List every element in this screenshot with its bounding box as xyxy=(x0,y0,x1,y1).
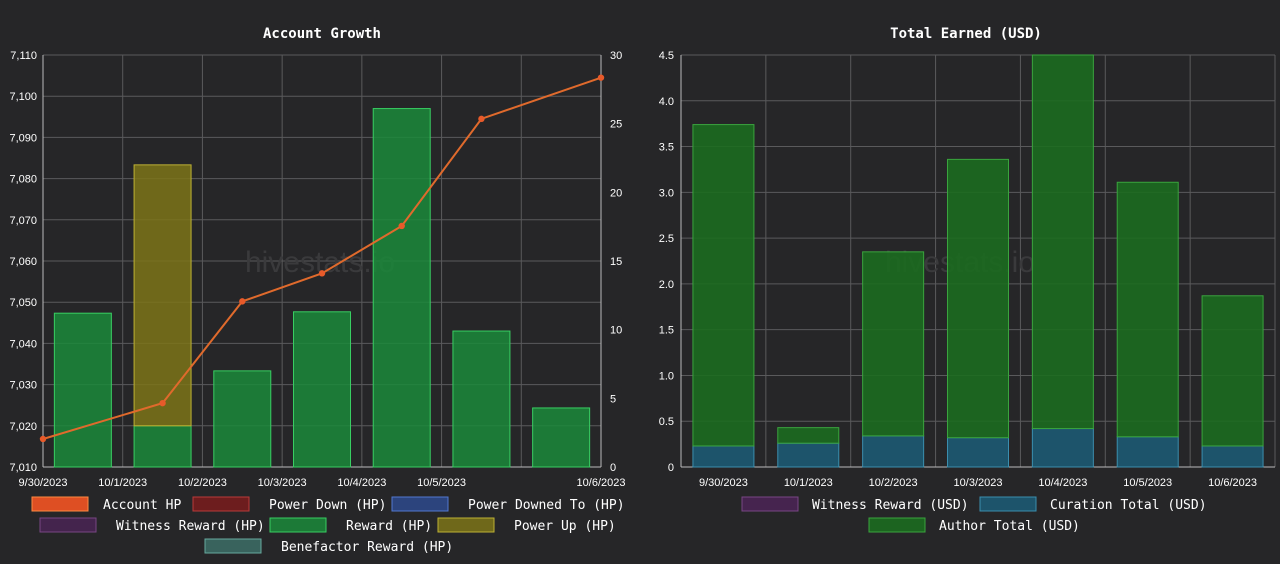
bar-curation-total-usd[interactable] xyxy=(862,435,925,468)
legend-swatch[interactable] xyxy=(437,517,495,533)
y-left-tick-label: 7,030 xyxy=(9,380,37,392)
x-tick-label: 10/2/2023 xyxy=(178,477,227,489)
y-left-tick-label: 7,090 xyxy=(9,132,37,144)
chart-title: Account Growth xyxy=(263,26,381,42)
x-tick-label: 10/3/2023 xyxy=(258,477,307,489)
bar-reward-hp[interactable] xyxy=(372,108,431,468)
y-tick-label: 2.5 xyxy=(659,233,674,245)
legend-swatch[interactable] xyxy=(868,517,926,533)
y-right-tick-label: 20 xyxy=(610,187,622,199)
x-tick-label: 10/1/2023 xyxy=(98,477,147,489)
bar-curation-total-usd[interactable] xyxy=(1116,436,1179,468)
point-account-hp[interactable] xyxy=(398,222,405,230)
y-tick-label: 0.5 xyxy=(659,416,674,428)
y-tick-label: 3.5 xyxy=(659,142,674,154)
y-right-tick-label: 0 xyxy=(610,462,616,474)
legend-swatch[interactable] xyxy=(192,496,250,512)
y-tick-label: 1.5 xyxy=(659,325,674,337)
bar-reward-hp[interactable] xyxy=(133,425,192,468)
point-account-hp[interactable] xyxy=(159,399,166,407)
y-left-tick-label: 7,080 xyxy=(9,174,37,186)
point-account-hp[interactable] xyxy=(478,115,485,123)
y-tick-label: 4.5 xyxy=(659,50,674,62)
point-account-hp[interactable] xyxy=(597,74,605,81)
x-tick-label: 10/5/2023 xyxy=(417,477,466,489)
x-tick-label: 10/5/2023 xyxy=(1123,477,1172,489)
y-left-tick-label: 7,110 xyxy=(10,50,37,62)
y-tick-label: 1.0 xyxy=(659,370,674,382)
x-tick-label: 10/4/2023 xyxy=(1038,477,1087,489)
y-right-tick-label: 30 xyxy=(610,50,622,62)
x-tick-label: 10/1/2023 xyxy=(784,477,833,489)
point-account-hp[interactable] xyxy=(39,435,47,443)
bar-reward-hp[interactable] xyxy=(452,330,511,468)
bar-author-total-usd[interactable] xyxy=(1201,295,1264,447)
x-tick-label: 10/6/2023 xyxy=(577,477,626,489)
bar-author-total-usd[interactable] xyxy=(862,251,925,437)
x-tick-label: 10/2/2023 xyxy=(869,477,918,489)
y-left-tick-label: 7,010 xyxy=(9,462,37,474)
legend-label: Power Downed To (HP) xyxy=(468,498,625,513)
legend-label: Witness Reward (HP) xyxy=(116,519,265,534)
y-right-tick-label: 10 xyxy=(610,325,622,337)
y-left-tick-label: 7,050 xyxy=(9,297,37,309)
legend-swatch[interactable] xyxy=(31,496,89,512)
legend-label: Witness Reward (USD) xyxy=(812,498,969,513)
chart-title: Total Earned (USD) xyxy=(890,26,1042,42)
x-tick-label: 9/30/2023 xyxy=(699,477,748,489)
bar-curation-total-usd[interactable] xyxy=(692,445,755,468)
bar-curation-total-usd[interactable] xyxy=(777,442,840,468)
legend-label: Benefactor Reward (HP) xyxy=(281,540,453,555)
x-tick-label: 9/30/2023 xyxy=(19,477,68,489)
bar-reward-hp[interactable] xyxy=(213,370,272,468)
y-right-tick-label: 15 xyxy=(610,256,622,268)
x-tick-label: 10/4/2023 xyxy=(337,477,386,489)
bar-power-up-hp[interactable] xyxy=(133,164,192,427)
y-left-tick-label: 7,100 xyxy=(9,91,37,103)
legend-label: Power Down (HP) xyxy=(269,498,386,513)
bar-author-total-usd[interactable] xyxy=(947,158,1009,439)
point-account-hp[interactable] xyxy=(318,270,326,277)
legend-label: Account HP xyxy=(103,498,181,513)
legend-swatch[interactable] xyxy=(269,517,327,533)
y-left-tick-label: 7,060 xyxy=(9,256,37,268)
x-tick-label: 10/6/2023 xyxy=(1208,477,1257,489)
y-tick-label: 2.0 xyxy=(659,279,674,291)
bar-reward-hp[interactable] xyxy=(293,311,351,468)
bar-curation-total-usd[interactable] xyxy=(1031,428,1094,468)
legend-swatch[interactable] xyxy=(979,496,1037,512)
x-tick-label: 10/3/2023 xyxy=(954,477,1003,489)
legend-label: Curation Total (USD) xyxy=(1050,498,1207,513)
legend-swatch[interactable] xyxy=(391,496,449,512)
bar-curation-total-usd[interactable] xyxy=(947,437,1009,468)
y-left-tick-label: 7,040 xyxy=(9,338,37,350)
legend-swatch[interactable] xyxy=(39,517,97,533)
bar-reward-hp[interactable] xyxy=(53,312,112,468)
y-right-tick-label: 5 xyxy=(610,393,616,405)
bar-author-total-usd[interactable] xyxy=(1116,181,1179,438)
bar-author-total-usd[interactable] xyxy=(692,124,755,447)
bar-curation-total-usd[interactable] xyxy=(1201,445,1264,468)
y-tick-label: 0 xyxy=(668,462,674,474)
y-left-tick-label: 7,020 xyxy=(9,421,37,433)
legend-swatch[interactable] xyxy=(204,538,262,554)
legend-label: Power Up (HP) xyxy=(514,519,616,534)
point-account-hp[interactable] xyxy=(239,298,246,305)
y-tick-label: 4.0 xyxy=(659,96,674,108)
bar-author-total-usd[interactable] xyxy=(1031,54,1094,430)
legend-label: Author Total (USD) xyxy=(939,519,1080,534)
legend-swatch[interactable] xyxy=(741,496,799,512)
bar-author-total-usd[interactable] xyxy=(777,427,840,444)
y-right-tick-label: 25 xyxy=(610,119,622,131)
y-tick-label: 3.0 xyxy=(659,187,674,199)
legend-label: Reward (HP) xyxy=(346,519,432,534)
bar-reward-hp[interactable] xyxy=(532,407,591,468)
y-left-tick-label: 7,070 xyxy=(9,215,37,227)
